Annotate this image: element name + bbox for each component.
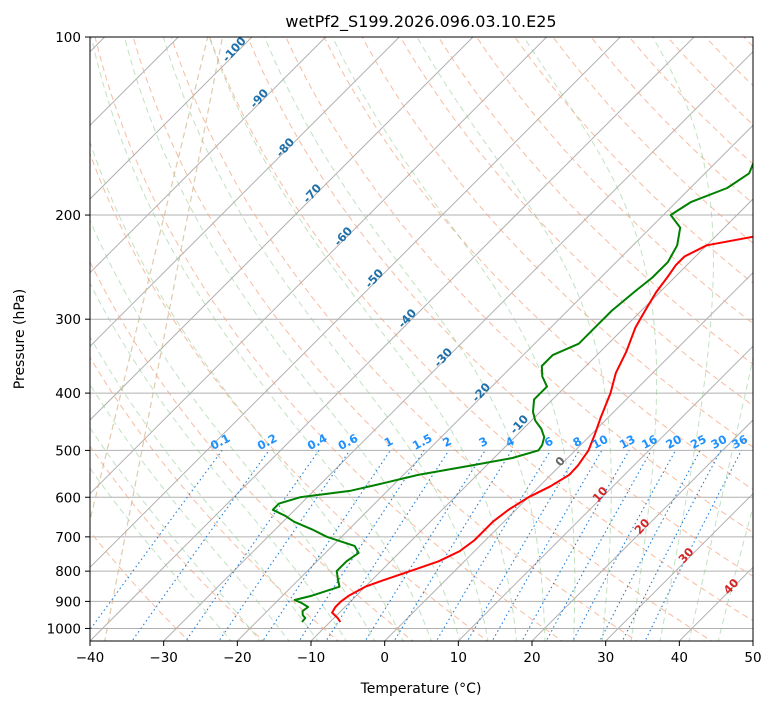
x-axis: −40 −30 −20 −10 0 10 20 30 40 50	[76, 641, 762, 666]
isotherm-line	[162, 50, 753, 641]
mixing-ratio-line	[90, 450, 223, 631]
isotherm-line	[90, 37, 474, 421]
dry-adiabat-line	[769, 24, 775, 644]
y-tick-label: 300	[55, 312, 81, 328]
mixing-ratio-line	[298, 450, 425, 641]
y-tick-label: 600	[55, 490, 81, 506]
y-tick-label: 900	[55, 594, 81, 610]
moist-adiabat-line	[90, 282, 347, 641]
moist-adiabat-line	[652, 37, 714, 641]
isotherm-line	[383, 271, 753, 641]
dry-adiabat-line	[514, 37, 753, 284]
x-tick-label: 40	[671, 650, 688, 666]
tan-reference-line	[104, 37, 224, 641]
x-tick-label: 30	[597, 650, 614, 666]
moist-adiabat-line	[208, 37, 518, 641]
moist-adiabat-line	[717, 505, 753, 641]
moist-adiabat-line	[688, 355, 753, 641]
x-tick-label: −30	[149, 650, 178, 666]
mixing-ratio-line	[185, 450, 320, 641]
isotherm-line	[90, 37, 401, 348]
mixing-ratio-line	[491, 450, 603, 641]
x-tick-label: −20	[223, 650, 252, 666]
mixing-ratio-label: 36	[729, 432, 750, 452]
isotherm-line	[90, 37, 695, 641]
mixing-ratio-line	[435, 450, 552, 641]
moist-adiabat-line	[90, 467, 232, 641]
mixing-ratio-line	[644, 450, 742, 641]
isotherm-line	[90, 37, 548, 495]
y-tick-label: 800	[55, 564, 81, 580]
moist-adiabat-line	[124, 37, 461, 641]
moist-adiabat-line	[331, 37, 576, 641]
dewpoint-profile-line	[271, 161, 753, 623]
chart-title: wetPf2_S199.2026.096.03.10.E25	[285, 12, 556, 32]
y-tick-label: 1000	[47, 621, 81, 637]
isotherm-line	[604, 492, 753, 641]
mixing-ratio-line	[262, 450, 391, 641]
mixing-ratio-label: 13	[617, 432, 638, 452]
moist-adiabat-line	[90, 383, 290, 641]
x-tick-label: 0	[380, 650, 389, 666]
tan-reference-line	[90, 37, 209, 523]
x-tick-label: −40	[76, 650, 105, 666]
moist-adiabat-line	[416, 37, 612, 641]
isotherm-line	[310, 198, 753, 641]
mixing-ratio-label: 10	[590, 432, 611, 452]
temperature-profile-line	[331, 235, 753, 623]
y-axis: 1000 900 800 700 600 500 400 300 200 100	[47, 30, 90, 637]
moist-adiabat-line	[523, 37, 658, 641]
isotherm-line	[90, 37, 180, 127]
y-tick-label: 400	[55, 386, 81, 402]
isotherm-line	[90, 37, 253, 200]
mixing-ratio-label: 25	[688, 432, 709, 452]
isotherm-line	[457, 345, 753, 641]
x-tick-label: 10	[450, 650, 467, 666]
dry-adiabat-line	[90, 356, 340, 641]
x-tick-label: 20	[523, 650, 540, 666]
moist-adiabat-line	[90, 140, 404, 641]
moist-adiabat-line	[90, 426, 261, 641]
mixing-ratio-label: 30	[708, 432, 729, 452]
y-tick-label: 700	[55, 530, 81, 546]
dry-adiabat-line	[90, 152, 489, 641]
isotherm-line	[90, 37, 622, 569]
x-tick-label: −10	[297, 650, 326, 666]
dry-adiabat-line	[208, 37, 753, 622]
isotherm-line	[236, 124, 753, 641]
mixing-ratio-line	[466, 450, 580, 641]
y-tick-label: 100	[55, 30, 81, 46]
isotherm-line	[531, 419, 753, 641]
y-tick-label: 200	[55, 208, 81, 224]
mixing-ratio-label: 16	[639, 432, 660, 452]
mixing-ratio-line	[393, 450, 513, 641]
plot-frame	[89, 36, 754, 642]
y-tick-label: 500	[55, 443, 81, 459]
plot-background	[90, 37, 753, 641]
mixing-ratio-label: 20	[663, 432, 684, 452]
dry-adiabat-line	[90, 260, 414, 641]
line-labels: 0.1 0.2 0.4 0.6 1 1.5 2 3 4 6 8 10 13 16 20 25 30 36-100-…	[208, 34, 750, 597]
moist-adiabat-line	[162, 37, 489, 641]
dry-adiabat-line	[132, 37, 638, 641]
moist-adiabat-line	[90, 37, 432, 641]
dry-adiabat-line	[94, 37, 564, 641]
mixing-ratio-line	[364, 450, 486, 641]
moist-adiabat-line	[90, 219, 376, 641]
y-axis-label: Pressure (hPa)	[12, 289, 28, 389]
dry-adiabat-line	[90, 445, 265, 641]
isotherm-line	[90, 37, 327, 274]
x-tick-label: 50	[744, 650, 761, 666]
isotherm-line	[0, 10, 58, 653]
series-layer	[271, 161, 753, 623]
moist-adiabat-line	[264, 37, 546, 641]
mixing-ratio-line	[621, 450, 722, 641]
x-axis-label: Temperature (°C)	[360, 681, 482, 697]
